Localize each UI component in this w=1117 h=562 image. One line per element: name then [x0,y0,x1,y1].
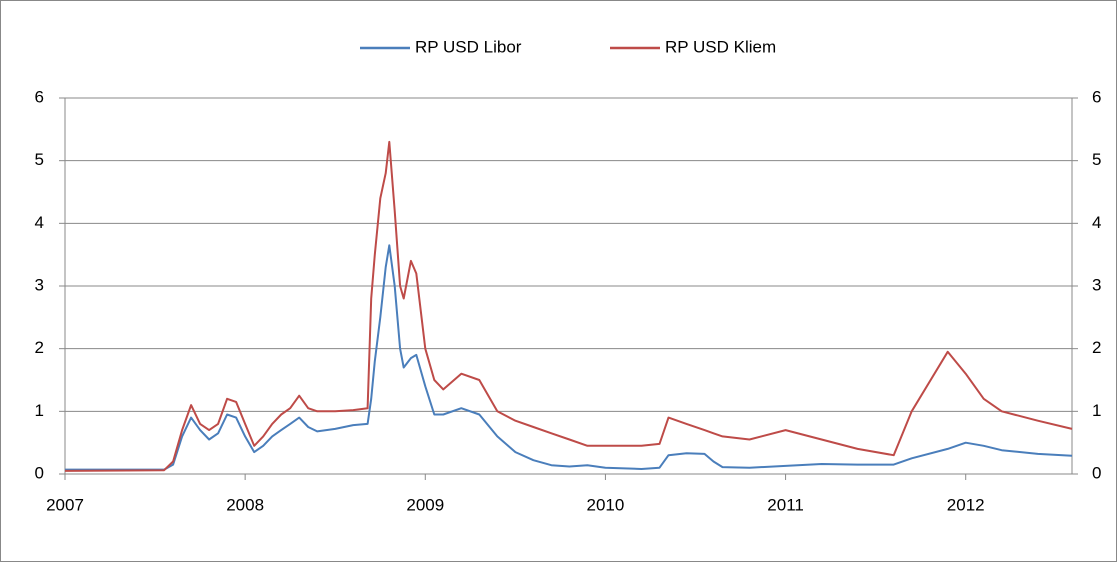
y2-tick-label: 1 [1092,401,1101,420]
y2-tick-label: 6 [1092,87,1101,106]
y2-tick-label: 4 [1092,213,1101,232]
y2-tick-label: 5 [1092,150,1101,169]
series-line [64,140,1073,472]
series-line [65,244,1073,471]
y2-tick-label: 2 [1092,338,1101,357]
x-tick-label: 2010 [587,495,625,514]
y-tick-label: 3 [35,275,44,294]
y-tick-label: 2 [35,338,44,357]
x-tick-label: 2012 [947,495,985,514]
y-tick-label: 0 [35,463,44,482]
y-tick-label: 1 [35,401,44,420]
y2-tick-label: 0 [1092,463,1101,482]
x-tick-label: 2011 [767,495,804,514]
legend-label: RP USD Libor [415,37,522,56]
y2-tick-label: 3 [1092,275,1101,294]
legend-label: RP USD Kliem [665,37,776,56]
y-tick-label: 6 [35,87,44,106]
y-tick-label: 5 [35,150,44,169]
x-tick-label: 2008 [226,495,264,514]
x-tick-label: 2009 [406,495,444,514]
x-tick-label: 2007 [46,495,84,514]
y-tick-label: 4 [35,213,44,232]
